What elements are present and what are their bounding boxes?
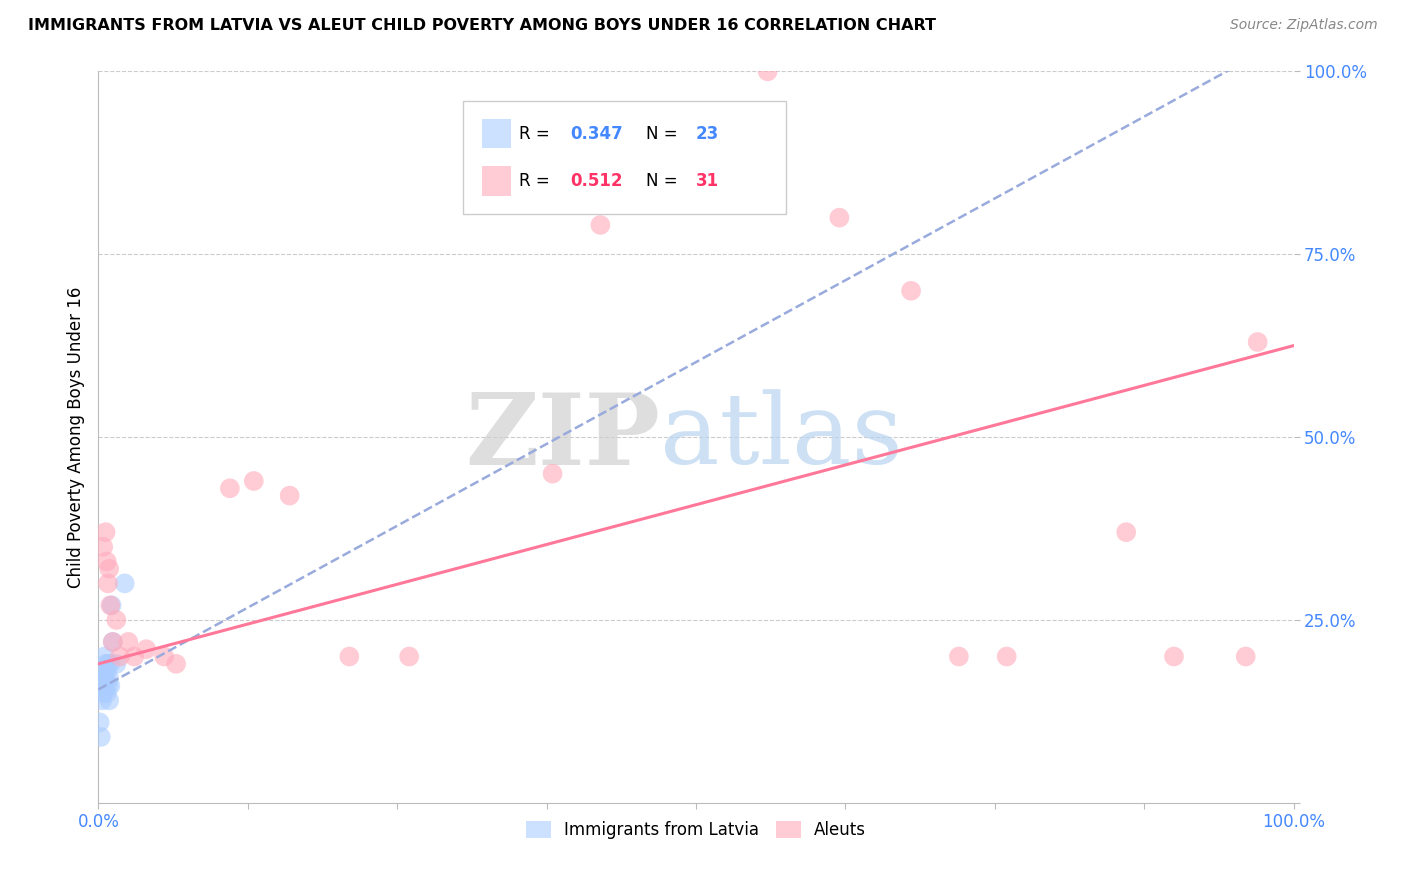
Point xyxy=(94,672,117,686)
Point xyxy=(96,664,118,678)
Point xyxy=(91,686,114,700)
Point xyxy=(94,657,117,671)
Point xyxy=(1234,649,1257,664)
FancyBboxPatch shape xyxy=(482,167,510,195)
Point xyxy=(91,540,114,554)
Point xyxy=(117,635,139,649)
Point xyxy=(96,686,118,700)
Point xyxy=(948,649,970,664)
Point xyxy=(108,649,131,664)
Point xyxy=(685,196,707,211)
Point xyxy=(219,481,242,495)
Point xyxy=(90,730,112,744)
FancyBboxPatch shape xyxy=(482,119,510,148)
Y-axis label: Child Poverty Among Boys Under 16: Child Poverty Among Boys Under 16 xyxy=(66,286,84,588)
Point xyxy=(756,64,779,78)
Text: atlas: atlas xyxy=(661,389,903,485)
Text: IMMIGRANTS FROM LATVIA VS ALEUT CHILD POVERTY AMONG BOYS UNDER 16 CORRELATION CH: IMMIGRANTS FROM LATVIA VS ALEUT CHILD PO… xyxy=(28,18,936,33)
Point xyxy=(105,657,128,671)
Point xyxy=(98,672,121,686)
Text: N =: N = xyxy=(645,172,683,190)
Point xyxy=(93,679,115,693)
Point xyxy=(91,693,114,707)
Point xyxy=(98,693,121,707)
Text: 0.347: 0.347 xyxy=(571,125,623,143)
Point xyxy=(995,649,1018,664)
Point xyxy=(93,664,115,678)
Point xyxy=(900,284,922,298)
Text: 31: 31 xyxy=(696,172,718,190)
Point xyxy=(91,672,114,686)
Point xyxy=(98,657,122,671)
Point xyxy=(124,649,146,664)
Point xyxy=(589,218,612,232)
Point xyxy=(100,599,122,613)
Point xyxy=(98,599,122,613)
Text: R =: R = xyxy=(519,172,555,190)
FancyBboxPatch shape xyxy=(463,101,786,214)
Point xyxy=(94,525,117,540)
Point xyxy=(135,642,157,657)
Point xyxy=(96,554,118,568)
Text: 0.512: 0.512 xyxy=(571,172,623,190)
Text: 23: 23 xyxy=(696,125,720,143)
Legend: Immigrants from Latvia, Aleuts: Immigrants from Latvia, Aleuts xyxy=(519,814,873,846)
Point xyxy=(398,649,420,664)
Point xyxy=(97,576,120,591)
Text: N =: N = xyxy=(645,125,683,143)
Point xyxy=(1163,649,1185,664)
Point xyxy=(165,657,187,671)
Point xyxy=(278,489,301,503)
Point xyxy=(89,715,111,730)
Point xyxy=(91,679,114,693)
Point xyxy=(105,613,128,627)
Point xyxy=(98,679,122,693)
Point xyxy=(101,635,124,649)
Point xyxy=(97,679,120,693)
Point xyxy=(1247,334,1270,349)
Point xyxy=(97,657,120,671)
Point xyxy=(828,211,851,225)
Point xyxy=(93,649,115,664)
Point xyxy=(1115,525,1137,540)
Text: ZIP: ZIP xyxy=(465,389,661,485)
Point xyxy=(153,649,176,664)
Text: R =: R = xyxy=(519,125,555,143)
Point xyxy=(101,635,124,649)
Point xyxy=(541,467,564,481)
Text: Source: ZipAtlas.com: Source: ZipAtlas.com xyxy=(1230,18,1378,32)
Point xyxy=(114,576,136,591)
Point xyxy=(243,474,266,488)
Point xyxy=(98,562,121,576)
Point xyxy=(339,649,361,664)
